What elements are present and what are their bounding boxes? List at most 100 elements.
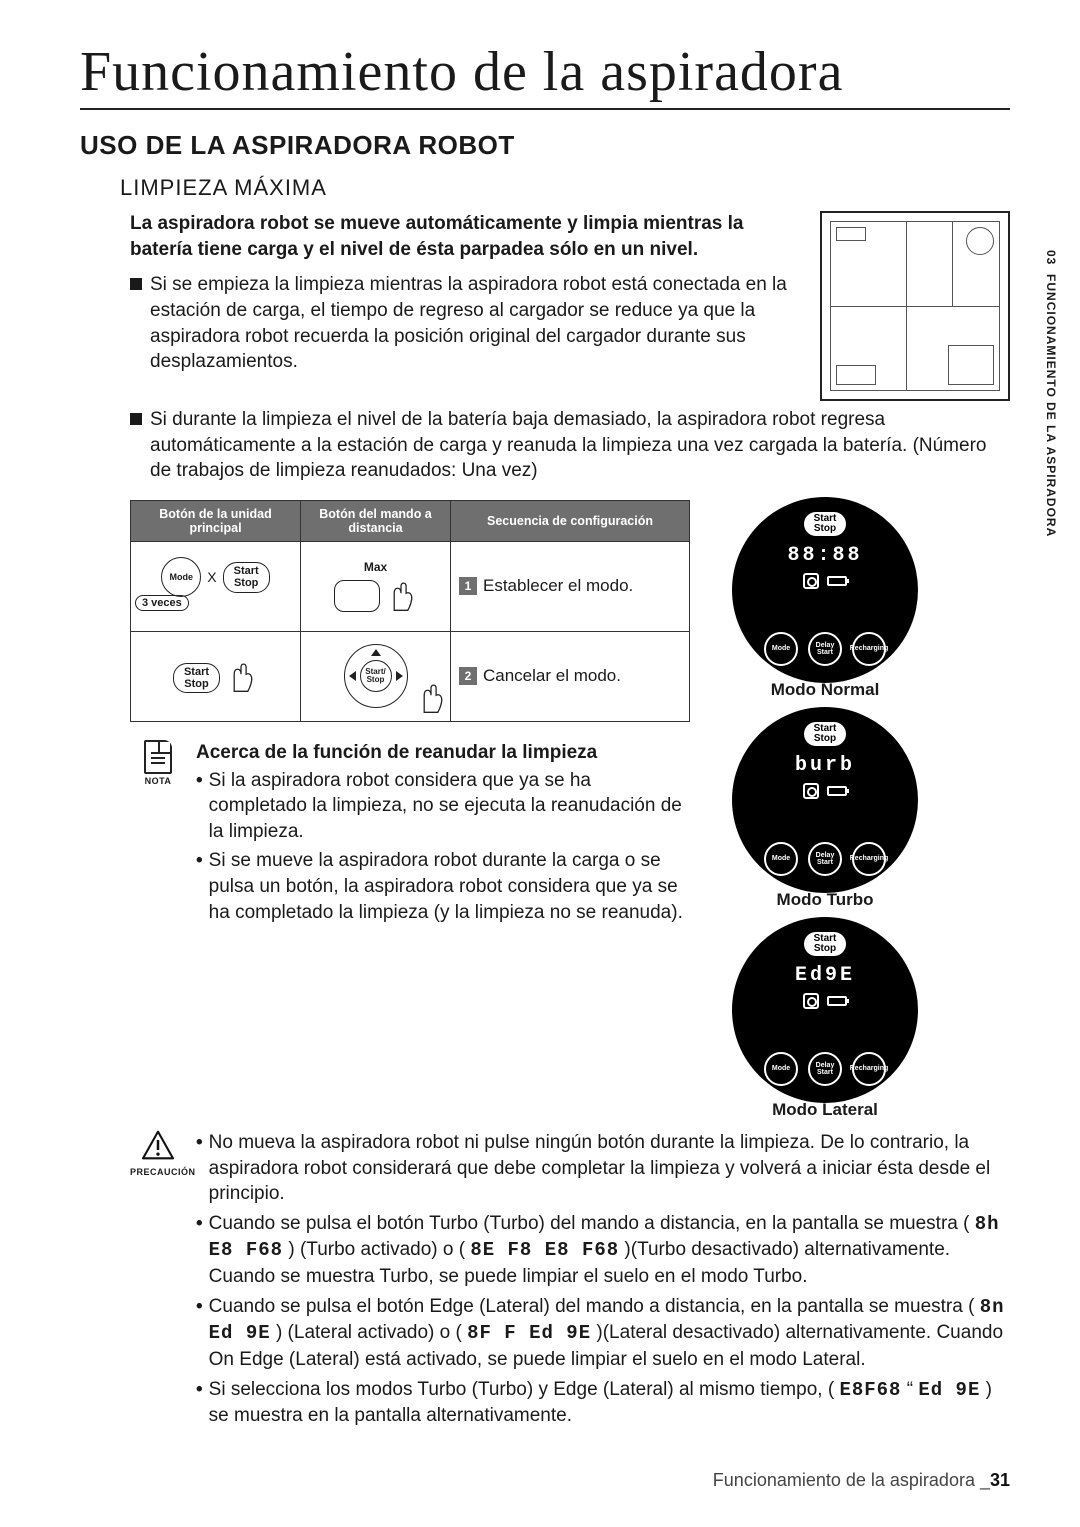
bullet-1-text: Si se empieza la limpieza mientras la as… bbox=[150, 272, 804, 375]
disc-start-stop: Start Stop bbox=[804, 512, 847, 536]
disc-mode-btn: Mode bbox=[764, 842, 798, 876]
disc-icon-row bbox=[803, 993, 847, 1009]
floorplan-diagram bbox=[820, 211, 1010, 401]
precaucion-item: Cuando se pulsa el botón Turbo (Turbo) d… bbox=[196, 1211, 1010, 1290]
nota-icon-col: NOTA bbox=[130, 740, 186, 929]
nota-body: Acerca de la función de reanudar la limp… bbox=[196, 740, 690, 929]
precaucion-item: Cuando se pulsa el botón Edge (Lateral) … bbox=[196, 1294, 1010, 1373]
precaucion-block: PRECAUCIÓN No mueva la aspiradora robot … bbox=[130, 1130, 1010, 1433]
bullet-1: Si se empieza la limpieza mientras la as… bbox=[130, 272, 804, 375]
disc-start-stop: Start Stop bbox=[804, 722, 847, 746]
mode-button: Mode bbox=[161, 557, 201, 597]
battery-icon bbox=[827, 996, 847, 1006]
nota-label: NOTA bbox=[130, 776, 186, 786]
intro-row: La aspiradora robot se mueve automáticam… bbox=[80, 211, 1010, 401]
disc-icon-row bbox=[803, 783, 847, 799]
subsection-heading: LIMPIEZA MÁXIMA bbox=[120, 175, 1010, 201]
precaucion-icon-col: PRECAUCIÓN bbox=[130, 1130, 186, 1433]
main-unit-cell-2: Start Stop bbox=[139, 659, 292, 693]
disc-recharge-btn: Recharging bbox=[852, 632, 886, 666]
dpad-up-icon bbox=[371, 649, 381, 656]
disc-turbo-label: Modo Turbo bbox=[735, 890, 915, 910]
nota-list: Si la aspiradora robot considera que ya … bbox=[196, 768, 690, 926]
disc-normal: Start Stop 88:88 Mode Delay Start Rechar… bbox=[735, 500, 915, 680]
disc-icon-row bbox=[803, 573, 847, 589]
manual-page: 03 FUNCIONAMIENTO DE LA ASPIRADORA Funci… bbox=[0, 0, 1080, 1527]
disc-recharge-btn: Recharging bbox=[852, 1052, 886, 1086]
main-unit-cell-1: Mode X Start Stop 3 veces bbox=[139, 557, 292, 615]
step-badge-2: 2 bbox=[459, 667, 477, 685]
page-footer: Funcionamiento de la aspiradora _31 bbox=[713, 1470, 1010, 1491]
press-count: 3 veces bbox=[135, 595, 189, 611]
th-remote: Botón del mando a distancia bbox=[301, 500, 451, 541]
disc-start-stop: Start Stop bbox=[804, 932, 847, 956]
disc-mode-btn: Mode bbox=[764, 1052, 798, 1086]
disc-lateral-label: Modo Lateral bbox=[735, 1100, 915, 1120]
start-stop-button: Start Stop bbox=[223, 562, 270, 592]
intro-text-column: La aspiradora robot se mueve automáticam… bbox=[80, 211, 804, 401]
nota-title: Acerca de la función de reanudar la limp… bbox=[196, 740, 690, 766]
th-sequence: Secuencia de configuración bbox=[451, 500, 690, 541]
config-table-wrap: Botón de la unidad principal Botón del m… bbox=[80, 500, 690, 1120]
disc-display: Ed9E bbox=[795, 964, 855, 987]
chapter-label: FUNCIONAMIENTO DE LA ASPIRADORA bbox=[1044, 274, 1058, 537]
disc-bottom-buttons: Mode Delay Start Recharging bbox=[735, 1052, 915, 1086]
disc-lateral: Start Stop Ed9E Mode Delay Start Recharg… bbox=[735, 920, 915, 1100]
disc-normal-wrap: Start Stop 88:88 Mode Delay Start Rechar… bbox=[735, 500, 915, 700]
disc-lateral-wrap: Start Stop Ed9E Mode Delay Start Recharg… bbox=[735, 920, 915, 1120]
disc-mode-btn: Mode bbox=[764, 632, 798, 666]
precaucion-item: No mueva la aspiradora robot ni pulse ni… bbox=[196, 1130, 1010, 1207]
disc-recharge-btn: Recharging bbox=[852, 842, 886, 876]
home-icon bbox=[803, 783, 819, 799]
section-heading: USO DE LA ASPIRADORA ROBOT bbox=[80, 130, 1010, 161]
disc-normal-label: Modo Normal bbox=[735, 680, 915, 700]
press-hand-icon bbox=[414, 680, 448, 714]
bullet-2: Si durante la limpieza el nivel de la ba… bbox=[130, 407, 1010, 484]
config-table: Botón de la unidad principal Botón del m… bbox=[130, 500, 690, 722]
dpad-center-button: Start/ Stop bbox=[360, 660, 392, 692]
start-stop-button: Start Stop bbox=[173, 663, 220, 693]
th-main-unit: Botón de la unidad principal bbox=[131, 500, 301, 541]
nota-block: NOTA Acerca de la función de reanudar la… bbox=[130, 740, 690, 929]
disc-display: burb bbox=[795, 754, 855, 777]
disc-delay-btn: Delay Start bbox=[808, 632, 842, 666]
disc-delay-btn: Delay Start bbox=[808, 1052, 842, 1086]
footer-text: Funcionamiento de la aspiradora _ bbox=[713, 1470, 990, 1490]
disc-bottom-buttons: Mode Delay Start Recharging bbox=[735, 632, 915, 666]
side-tab: 03 FUNCIONAMIENTO DE LA ASPIRADORA bbox=[1044, 250, 1058, 537]
step-1-text: Establecer el modo. bbox=[483, 576, 633, 595]
remote-dpad: Start/ Stop bbox=[344, 644, 408, 708]
warning-triangle-icon bbox=[141, 1130, 175, 1160]
square-bullet-icon bbox=[130, 278, 142, 290]
home-icon bbox=[803, 993, 819, 1009]
battery-icon bbox=[827, 576, 847, 586]
remote-cell-1: Max bbox=[309, 560, 442, 612]
max-label: Max bbox=[364, 560, 387, 574]
page-title: Funcionamiento de la aspiradora bbox=[80, 40, 1010, 110]
footer-page-number: 31 bbox=[990, 1470, 1010, 1490]
disc-turbo: Start Stop burb Mode Delay Start Recharg… bbox=[735, 710, 915, 890]
nota-item: Si se mueve la aspiradora robot durante … bbox=[196, 848, 690, 925]
step-badge-1: 1 bbox=[459, 577, 477, 595]
dpad-right-icon bbox=[396, 671, 403, 681]
disc-delay-btn: Delay Start bbox=[808, 842, 842, 876]
config-block: Botón de la unidad principal Botón del m… bbox=[80, 500, 1010, 1120]
config-row-2: Start Stop bbox=[131, 631, 690, 721]
precaucion-list: No mueva la aspiradora robot ni pulse ni… bbox=[196, 1130, 1010, 1429]
max-button-shape bbox=[334, 580, 380, 612]
battery-icon bbox=[827, 786, 847, 796]
home-icon bbox=[803, 573, 819, 589]
note-document-icon bbox=[144, 740, 172, 774]
x-label: X bbox=[207, 569, 216, 585]
config-row-1: Mode X Start Stop 3 veces bbox=[131, 541, 690, 631]
remote-cell-2: Start/ Stop bbox=[309, 644, 442, 708]
precaucion-label: PRECAUCIÓN bbox=[130, 1167, 186, 1177]
intro-bold: La aspiradora robot se mueve automáticam… bbox=[130, 211, 804, 262]
disc-turbo-wrap: Start Stop burb Mode Delay Start Recharg… bbox=[735, 710, 915, 910]
step-2-text: Cancelar el modo. bbox=[483, 666, 621, 685]
dpad-left-icon bbox=[349, 671, 356, 681]
press-hand-icon bbox=[384, 578, 418, 612]
press-hand-icon bbox=[224, 659, 258, 693]
disc-bottom-buttons: Mode Delay Start Recharging bbox=[735, 842, 915, 876]
precaucion-item: Si selecciona los modos Turbo (Turbo) y … bbox=[196, 1377, 1010, 1429]
